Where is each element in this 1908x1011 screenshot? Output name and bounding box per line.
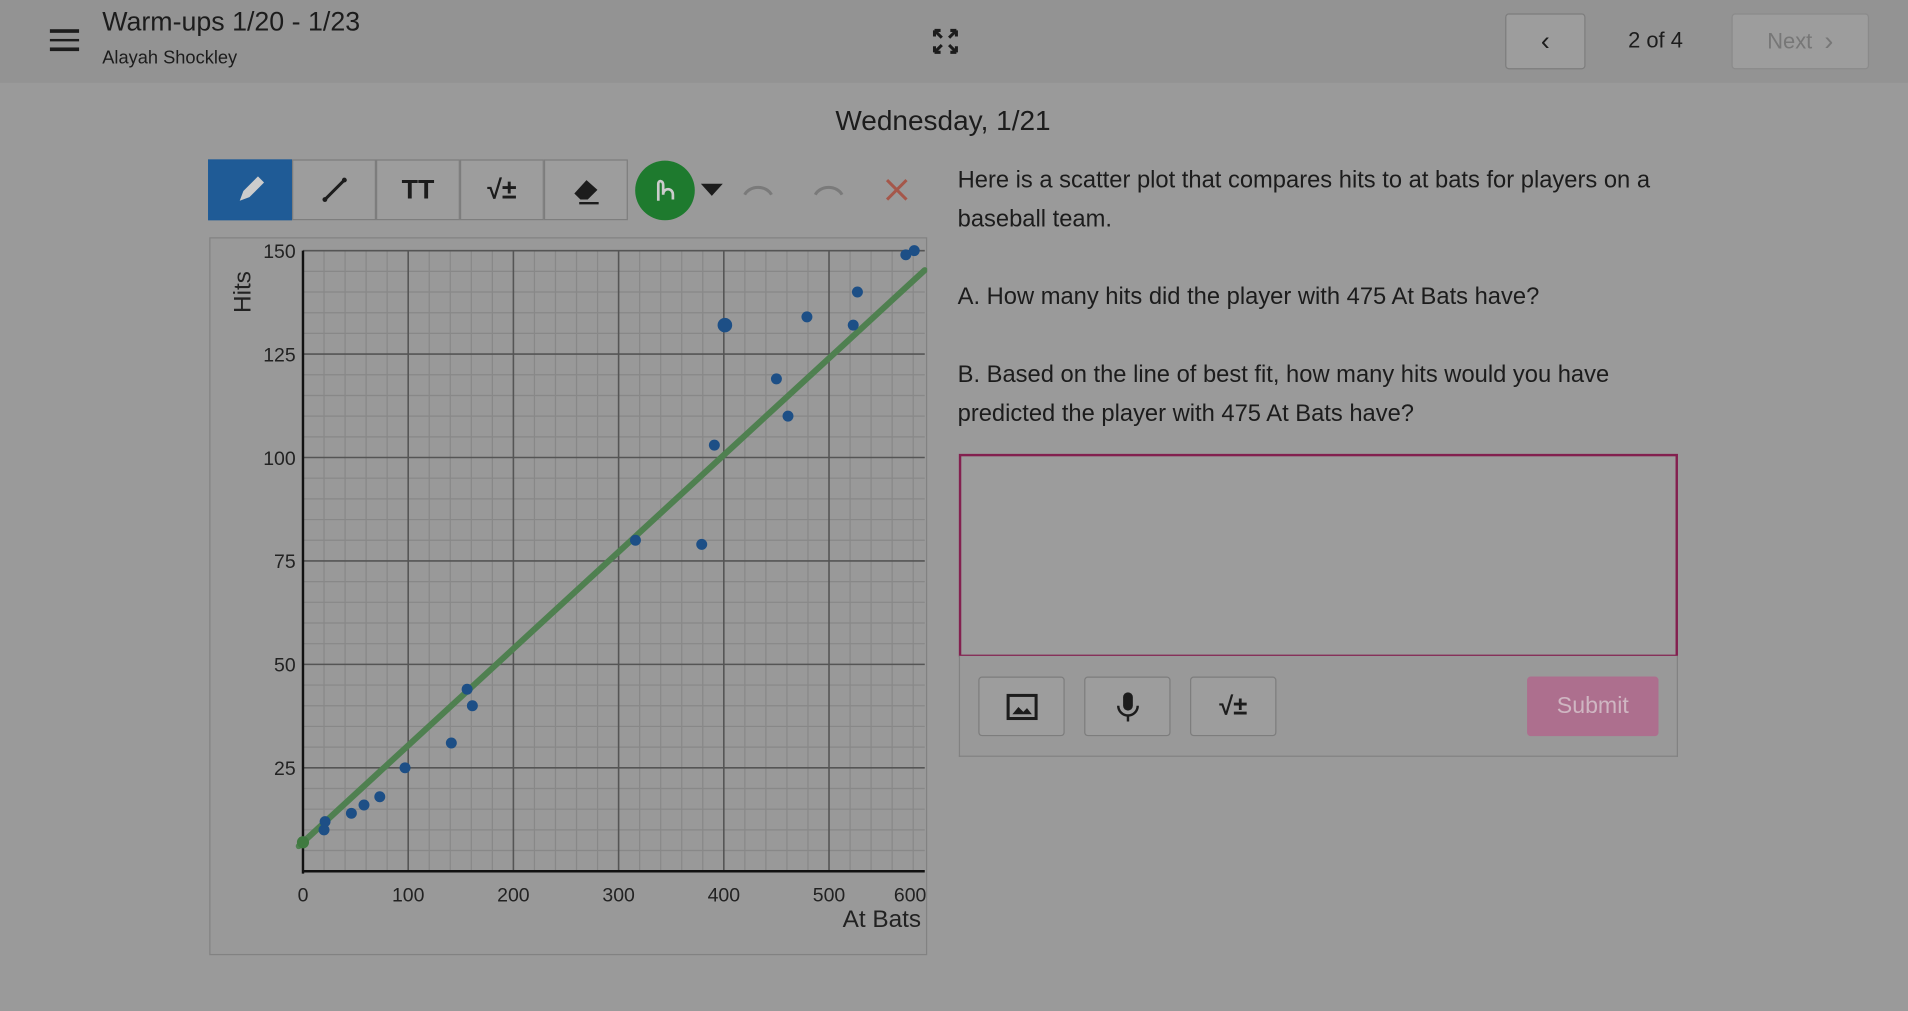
- y-tick-label: 150: [263, 241, 296, 263]
- data-point: [847, 319, 859, 331]
- data-point: [629, 534, 641, 546]
- color-dropdown-caret-icon[interactable]: [700, 183, 723, 196]
- y-tick-label: 25: [274, 758, 296, 780]
- data-point: [696, 538, 708, 550]
- x-tick-label: 500: [813, 885, 846, 907]
- best-fit-line: [295, 267, 928, 850]
- x-tick-label: 600: [894, 885, 927, 907]
- data-point: [318, 824, 330, 836]
- y-tick-label: 125: [263, 344, 295, 366]
- data-point: [717, 317, 733, 333]
- insert-image-button[interactable]: [978, 676, 1065, 737]
- y-tick-label: 100: [263, 448, 296, 470]
- next-label: Next: [1767, 28, 1813, 53]
- data-point: [358, 799, 370, 811]
- data-point: [782, 410, 794, 422]
- line-anchor-point: [296, 836, 310, 849]
- line-tool[interactable]: [292, 159, 376, 221]
- color-picker[interactable]: [635, 160, 695, 221]
- pencil-tool[interactable]: [208, 159, 293, 221]
- answer-toolbar: √± Submit: [958, 655, 1678, 757]
- assignment-title: Warm-ups 1/20 - 1/23: [102, 6, 361, 37]
- y-tick-label: 50: [274, 655, 296, 677]
- student-name: Alayah Shockley: [102, 47, 238, 69]
- data-point: [770, 373, 782, 385]
- top-bar: Warm-ups 1/20 - 1/23 Alayah Shockley ‹ 2…: [0, 0, 1908, 83]
- record-audio-button[interactable]: [1084, 676, 1171, 737]
- data-point: [466, 700, 478, 712]
- data-point: [708, 439, 720, 451]
- data-point: [319, 816, 331, 828]
- x-tick-label: 200: [497, 885, 530, 907]
- chevron-left-icon: ‹: [1540, 25, 1550, 56]
- math-tool[interactable]: √±: [459, 159, 544, 221]
- microphone-icon: [1116, 691, 1139, 721]
- x-tick-label: 100: [392, 885, 425, 907]
- question-intro: Here is a scatter plot that compares hit…: [957, 166, 1651, 233]
- scribble-icon: [656, 179, 674, 201]
- data-point: [908, 245, 920, 257]
- menu-icon[interactable]: [49, 29, 80, 51]
- x-tick-label: 400: [708, 885, 741, 907]
- fullscreen-icon[interactable]: [932, 28, 959, 55]
- clear-icon[interactable]: [885, 178, 909, 202]
- data-point: [461, 683, 473, 695]
- next-button[interactable]: Next ›: [1731, 13, 1870, 70]
- data-point: [345, 807, 357, 819]
- x-axis-label: At Bats: [843, 906, 921, 933]
- previous-button[interactable]: ‹: [1505, 13, 1586, 70]
- redo-icon[interactable]: [810, 178, 847, 202]
- data-point: [851, 286, 863, 298]
- text-icon: TT: [401, 174, 435, 205]
- data-point: [801, 311, 813, 323]
- math-icon: √±: [1219, 691, 1248, 720]
- submit-label: Submit: [1556, 692, 1629, 719]
- page-indicator: 2 of 4: [1628, 27, 1683, 53]
- y-axis-label: Hits: [230, 271, 257, 313]
- question-part-b: B. Based on the line of best fit, how ma…: [957, 361, 1610, 428]
- chevron-right-icon: ›: [1824, 25, 1834, 56]
- math-input-button[interactable]: √±: [1190, 676, 1277, 737]
- pencil-icon: [239, 176, 264, 201]
- eraser-tool[interactable]: [543, 159, 628, 221]
- eraser-icon: [573, 180, 599, 205]
- data-point: [900, 249, 912, 261]
- undo-icon[interactable]: [740, 178, 777, 202]
- answer-input[interactable]: [958, 453, 1678, 658]
- day-title: Wednesday, 1/21: [835, 104, 1051, 137]
- image-icon: [1005, 693, 1038, 720]
- scatter-chart: 0 100 200 300 400 500 600 25 50 75 100 125 150 At Bat…: [230, 241, 928, 933]
- line-icon: [321, 177, 347, 202]
- submit-button[interactable]: Submit: [1527, 676, 1659, 737]
- x-tick-label: 300: [602, 885, 635, 907]
- data-point: [445, 737, 457, 749]
- text-tool[interactable]: TT: [375, 159, 460, 221]
- math-icon: √±: [487, 174, 517, 205]
- drawing-canvas[interactable]: 0 100 200 300 400 500 600 25 50 75 100 125 150 At Bat…: [209, 237, 928, 956]
- y-tick-label: 75: [274, 551, 296, 573]
- data-point: [399, 762, 411, 774]
- x-tick-label: 0: [298, 885, 309, 907]
- question-part-a: A. How many hits did the player with 475…: [957, 283, 1540, 311]
- data-point: [374, 791, 386, 803]
